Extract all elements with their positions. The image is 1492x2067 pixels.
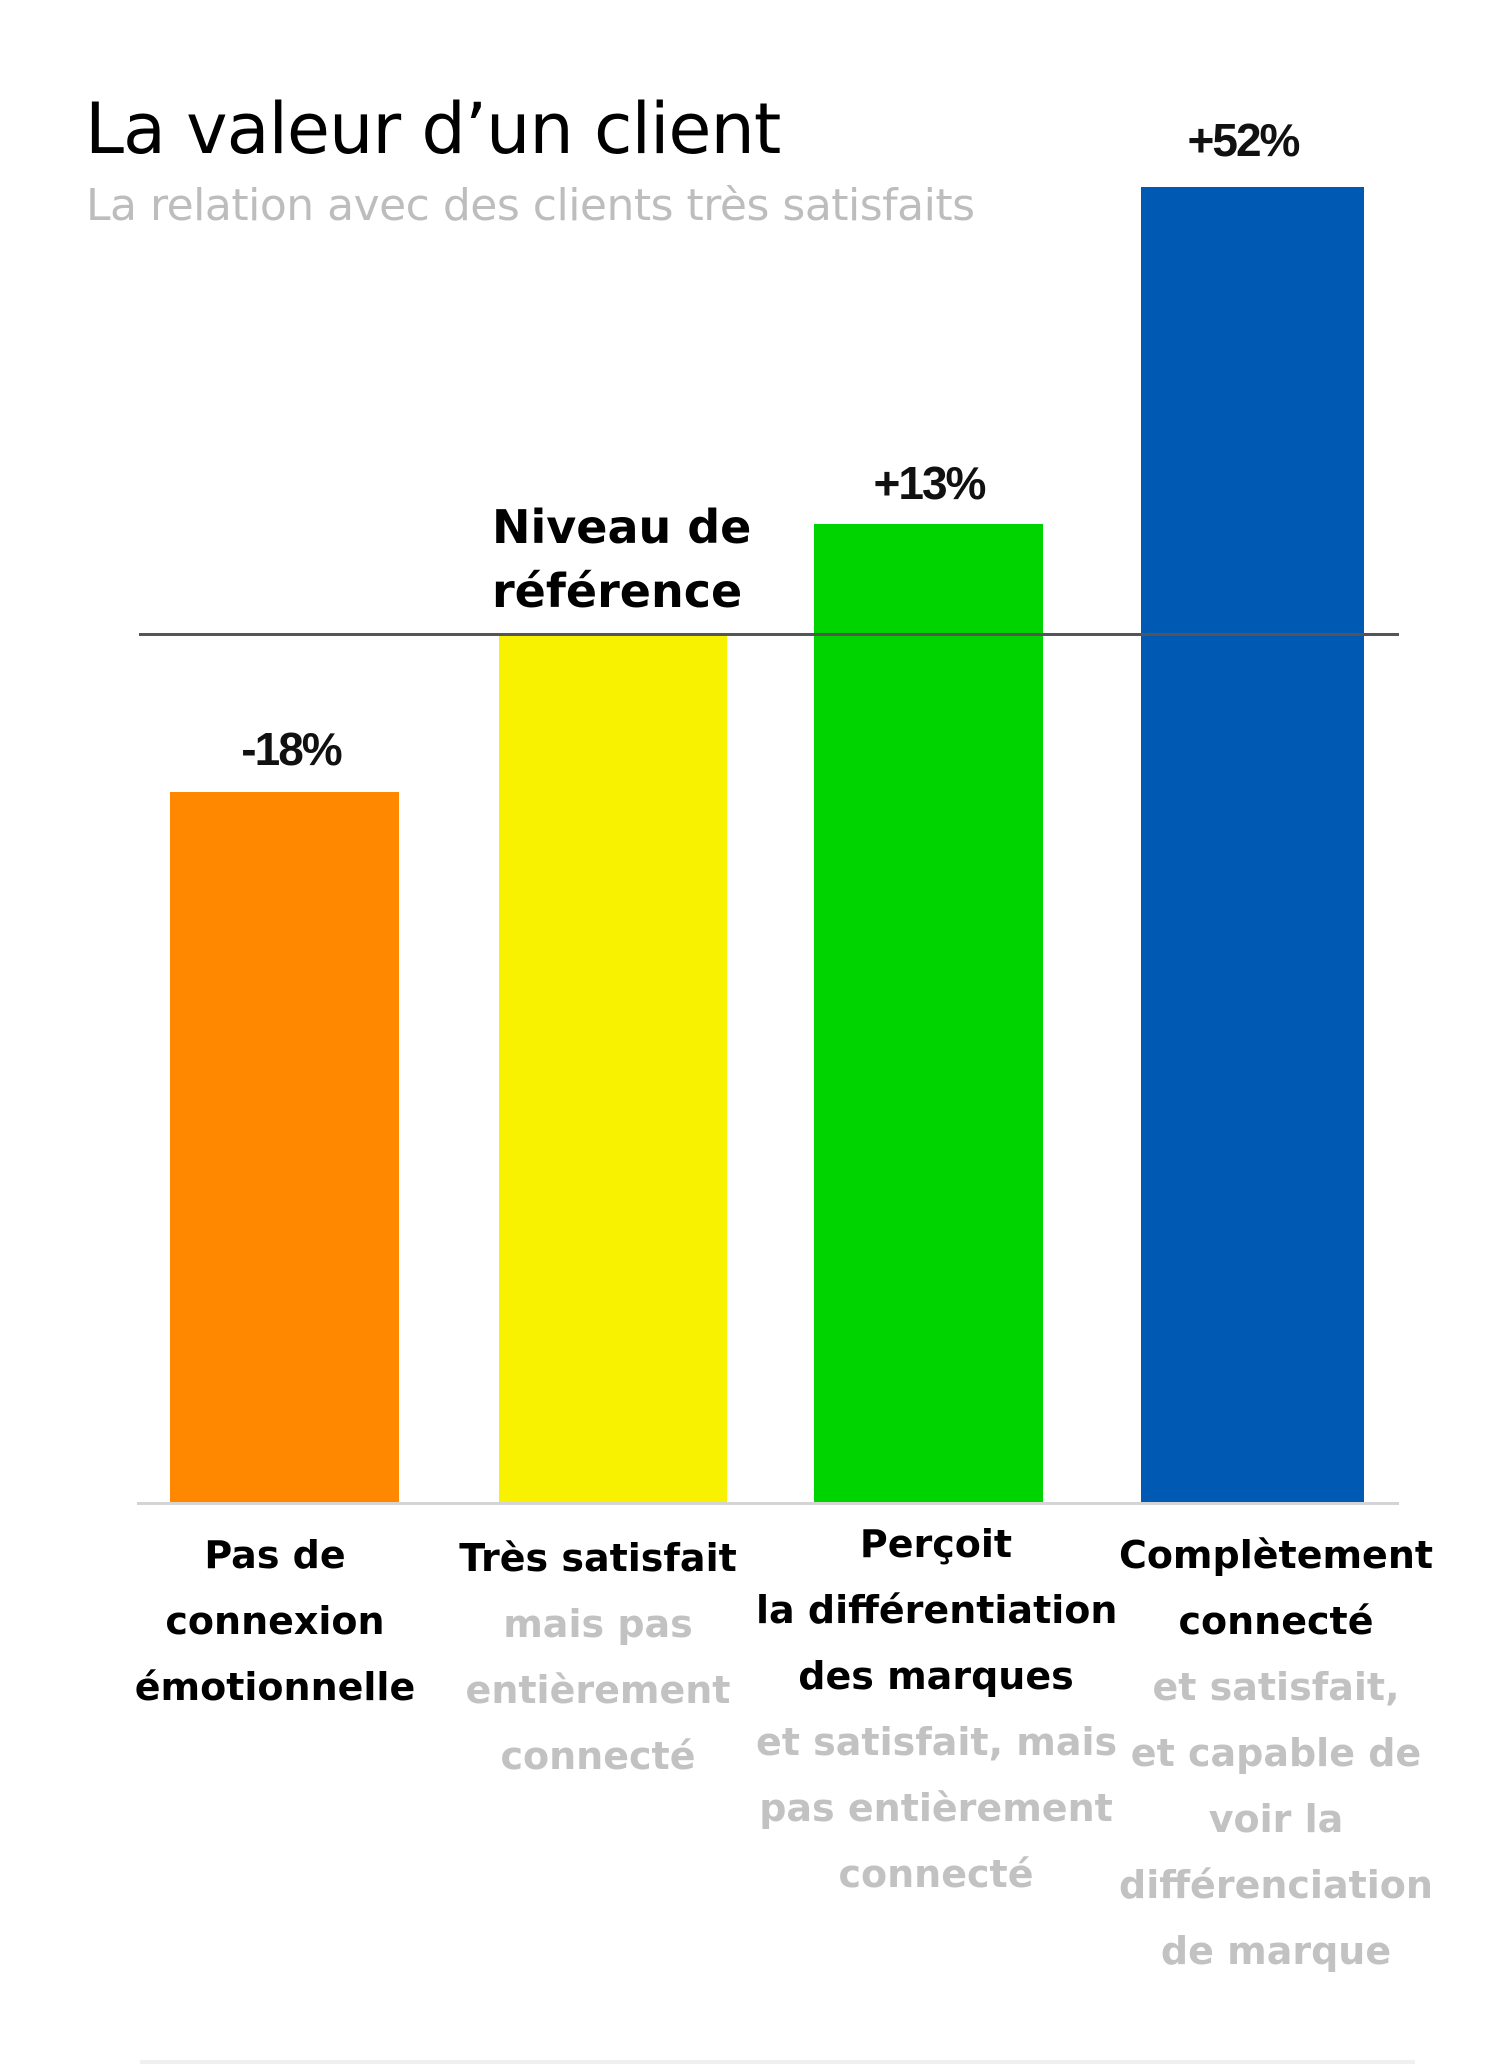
bar-very-satisfied bbox=[499, 635, 727, 1503]
chart-subtitle: La relation avec des clients très satisf… bbox=[86, 180, 975, 231]
reference-line bbox=[139, 633, 1399, 636]
category-2-line-1: Très satisfait bbox=[459, 1536, 737, 1580]
category-2-line-4: connecté bbox=[500, 1734, 696, 1778]
bar-no-emotional-connection bbox=[170, 792, 399, 1503]
category-1-line-3: émotionnelle bbox=[134, 1665, 416, 1709]
value-label-bar-3: +13% bbox=[873, 457, 987, 509]
chart-title: La valeur d’un client bbox=[85, 88, 781, 170]
category-3-line-5: pas entièrement bbox=[759, 1786, 1113, 1830]
category-label-1: Pas de connexion émotionnelle bbox=[95, 1522, 455, 1720]
category-3-line-1: Perçoit bbox=[859, 1522, 1013, 1566]
category-1-line-2: connexion bbox=[165, 1599, 385, 1643]
category-4-line-7: de marque bbox=[1160, 1929, 1392, 1973]
category-2-line-3: entièrement bbox=[465, 1668, 731, 1712]
value-label-bar-4: +52% bbox=[1187, 114, 1301, 166]
bar-fully-connected bbox=[1141, 187, 1364, 1503]
category-3-line-2: la différentiation bbox=[756, 1588, 1118, 1632]
category-3-line-3: des marques bbox=[798, 1654, 1074, 1698]
bottom-divider bbox=[140, 2060, 1415, 2064]
category-4-line-1: Complètement bbox=[1118, 1533, 1434, 1577]
category-label-3: Perçoit la différentiation des marques e… bbox=[756, 1511, 1118, 1907]
x-axis bbox=[137, 1502, 1399, 1505]
reference-label: Niveau de référence bbox=[492, 495, 751, 623]
category-label-4: Complètement connecté et satisfait, et c… bbox=[1096, 1522, 1456, 1984]
reference-label-line-2: référence bbox=[492, 564, 743, 618]
category-4-line-4: et capable de bbox=[1130, 1731, 1422, 1775]
value-label-bar-1: -18% bbox=[241, 723, 342, 775]
category-4-line-3: et satisfait, bbox=[1152, 1665, 1400, 1709]
bar-perceives-differentiation bbox=[814, 524, 1043, 1503]
category-3-line-6: connecté bbox=[838, 1852, 1034, 1896]
category-4-line-6: différenciation bbox=[1119, 1863, 1433, 1907]
category-3-line-4: et satisfait, mais bbox=[756, 1720, 1118, 1764]
category-4-line-2: connecté bbox=[1178, 1599, 1374, 1643]
reference-label-line-1: Niveau de bbox=[492, 500, 752, 554]
category-label-2: Très satisfait mais pas entièrement conn… bbox=[418, 1525, 778, 1789]
category-2-line-2: mais pas bbox=[503, 1602, 693, 1646]
category-1-line-1: Pas de bbox=[204, 1533, 346, 1577]
category-4-line-5: voir la bbox=[1208, 1797, 1344, 1841]
